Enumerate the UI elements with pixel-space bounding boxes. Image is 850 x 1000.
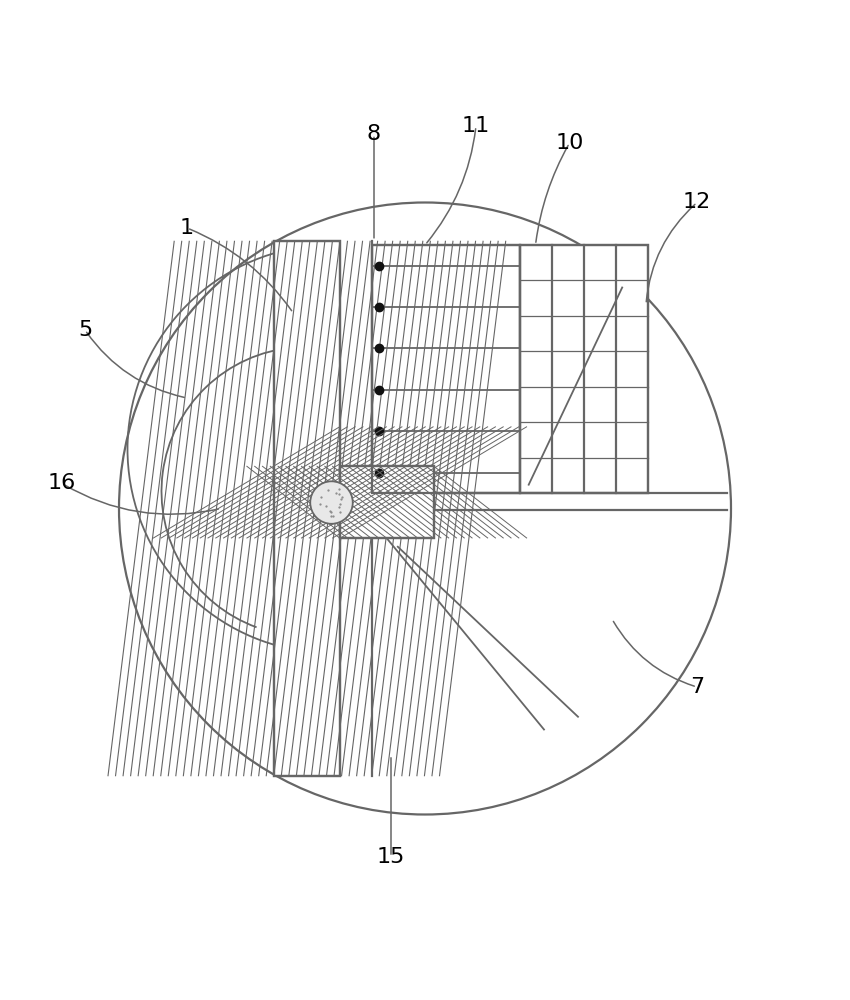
Text: 8: 8 — [367, 124, 381, 144]
Bar — [372, 245, 520, 493]
Text: 15: 15 — [377, 847, 405, 867]
Bar — [340, 466, 434, 538]
Bar — [520, 245, 648, 493]
Bar — [274, 241, 340, 776]
Text: 5: 5 — [78, 320, 92, 340]
Circle shape — [310, 481, 353, 524]
Text: 10: 10 — [555, 133, 584, 153]
Text: 12: 12 — [683, 192, 711, 213]
Bar — [340, 466, 434, 538]
Text: 11: 11 — [462, 116, 490, 136]
Bar — [520, 245, 648, 493]
Bar — [372, 245, 520, 493]
Text: 7: 7 — [690, 677, 704, 697]
Bar — [274, 241, 340, 776]
Text: 16: 16 — [47, 473, 76, 493]
Text: 1: 1 — [180, 218, 194, 238]
